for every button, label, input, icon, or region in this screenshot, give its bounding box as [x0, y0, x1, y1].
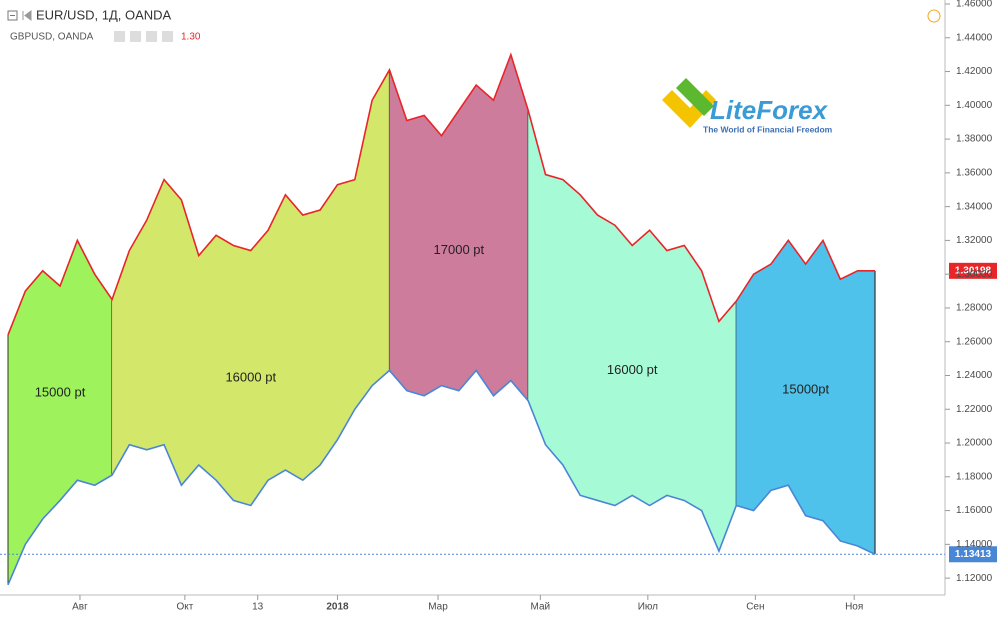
compare-controls	[114, 31, 173, 42]
y-tick-label: 1.46000	[956, 0, 993, 10]
region-label: 17000 pt	[434, 242, 485, 257]
y-tick-label: 1.38000	[956, 134, 993, 145]
y-tick-label: 1.36000	[956, 167, 993, 178]
x-tick-label: 13	[252, 602, 264, 613]
y-tick-label: 1.42000	[956, 66, 993, 77]
logo: LiteForex The World of Financial Freedom	[662, 78, 833, 134]
y-tick-label: 1.24000	[956, 370, 993, 381]
x-tick-label: Июл	[638, 602, 658, 613]
y-tick-label: 1.16000	[956, 505, 993, 516]
price-badge-label: 1.13413	[955, 549, 992, 560]
logo-name: LiteForex	[710, 95, 829, 125]
y-tick-label: 1.40000	[956, 100, 993, 111]
x-tick-label: Авг	[72, 602, 88, 613]
logo-mark	[676, 78, 714, 116]
control-icon[interactable]	[130, 31, 141, 42]
y-tick-label: 1.26000	[956, 336, 993, 347]
alert-icon[interactable]	[927, 9, 941, 23]
control-icon[interactable]	[146, 31, 157, 42]
y-tick-label: 1.12000	[956, 573, 993, 584]
region-label: 15000pt	[782, 381, 829, 396]
x-tick-label: Ноя	[845, 602, 863, 613]
y-tick-label: 1.44000	[956, 32, 993, 43]
region-label: 16000 pt	[225, 369, 276, 384]
region-fill	[736, 240, 875, 555]
x-tick-label: Мар	[428, 602, 448, 613]
y-tick-label: 1.32000	[956, 235, 993, 246]
control-icon[interactable]	[162, 31, 173, 42]
y-tick-label: 1.34000	[956, 201, 993, 212]
y-tick-label: 1.22000	[956, 404, 993, 415]
symbol-icon	[22, 10, 32, 21]
collapse-icon[interactable]	[7, 10, 18, 21]
compare-symbol[interactable]: GBPUSD, OANDA	[10, 32, 94, 43]
series	[0, 52, 945, 586]
region-label: 15000 pt	[35, 385, 86, 400]
compare-value: 1.30	[181, 32, 201, 43]
x-tick-label: 2018	[326, 602, 349, 613]
control-icon[interactable]	[114, 31, 125, 42]
price-line	[7, 52, 876, 336]
y-tick-label: 1.28000	[956, 303, 993, 314]
price-badge	[949, 546, 997, 563]
region-fill	[389, 54, 529, 401]
y-tick-label: 1.14000	[956, 539, 993, 550]
x-tick-label: Окт	[176, 602, 193, 613]
price-badge-label: 1.30198	[955, 265, 992, 276]
x-tick-label: Сен	[746, 602, 764, 613]
price-badge	[949, 262, 997, 279]
axes: 1.30198 1.13413 1.12000 1.14000 1.16000 1.180…	[72, 0, 997, 613]
x-tick-label: Май	[531, 602, 551, 613]
region-label: 16000 pt	[607, 362, 658, 377]
symbol-title[interactable]: EUR/USD, 1Д, OANDA	[36, 7, 172, 22]
region-fill	[112, 69, 390, 506]
regions: 15000 pt 16000 pt 17000 pt 16000 pt 15000pt	[7, 54, 876, 585]
y-tick-label: 1.20000	[956, 438, 993, 449]
y-tick-label: 1.18000	[956, 471, 993, 482]
region-fill	[8, 240, 113, 585]
region-fill	[528, 110, 737, 552]
y-tick-label: 1.30000	[956, 269, 993, 280]
logo-tagline: The World of Financial Freedom	[703, 124, 833, 134]
price-line	[7, 369, 876, 586]
